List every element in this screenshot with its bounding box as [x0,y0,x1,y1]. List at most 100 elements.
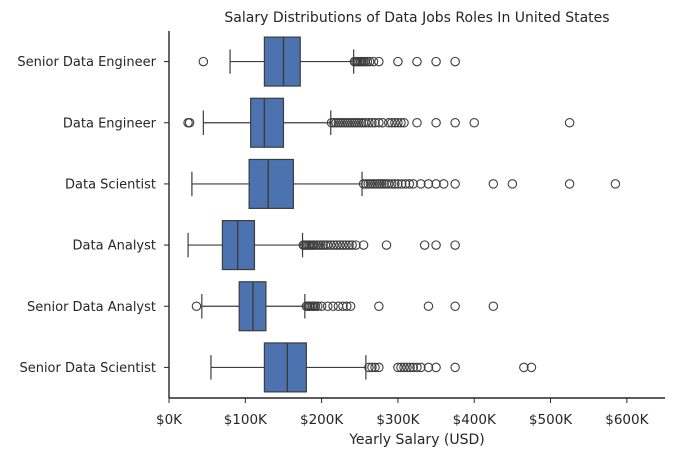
outlier-point [342,118,353,128]
outlier-point [393,362,403,373]
outlier-point [322,301,333,311]
outlier-point [372,179,383,189]
outlier-point [610,179,621,189]
outlier-point [564,118,575,128]
outlier-point [393,56,403,67]
x-tick-label: $200K [300,412,344,428]
outlier-point [367,118,377,128]
outlier-point [488,301,499,311]
x-tick-label: $500K [529,412,573,428]
outlier-point [361,179,371,189]
outlier-point [469,118,479,128]
outlier-point [390,118,400,128]
outlier-point [412,118,422,128]
outlier-point [431,56,441,67]
y-tick-labels: Senior Data Engineer Data Engineer Data Sc… [17,55,169,376]
outlier-point [431,362,441,373]
outlier-point [368,56,379,67]
outlier-point [564,179,575,189]
outlier-point [329,118,339,128]
y-tick-label: Data Engineer [63,116,157,131]
outlier-point [423,301,434,311]
outlier-point [374,301,384,311]
outlier-point [450,56,460,67]
x-tick-label: $300K [376,412,420,428]
box-group [210,342,537,393]
outlier-point [390,179,400,189]
outlier-point [379,179,389,189]
outlier-point [370,362,380,373]
outlier-point [335,240,345,250]
outlier-point [396,118,406,128]
box-group [198,36,460,87]
outlier-point [338,301,348,311]
outlier-point [408,362,418,373]
outlier-point [387,118,397,128]
x-tick-label: $100K [224,412,268,428]
outlier-point [381,240,392,250]
outlier-point [342,301,352,311]
outlier-point [396,179,407,189]
x-tick-label: $600K [605,412,649,428]
outlier-point [311,240,322,250]
outlier-point [338,240,348,250]
y-tick-label: Data Analyst [73,239,156,254]
outlier-point [370,118,380,128]
outlier-point [393,179,403,189]
outlier-point [364,56,375,67]
outlier-point [198,56,209,67]
outlier-point [316,240,326,250]
outlier-point [356,118,367,128]
outlier-point [374,362,384,373]
outlier-point [310,301,321,311]
outlier-point [519,362,529,373]
outlier-point [351,118,362,128]
y-tick-label: Senior Data Engineer [17,55,156,70]
x-axis-label: Yearly Salary (USD) [348,432,485,448]
axes-layer [168,31,665,399]
outlier-point [450,362,460,373]
outlier-point [318,240,328,250]
chart-title: Salary Distributions of Data Jobs Roles … [224,10,609,26]
outlier-point [313,301,323,311]
x-tick-label: $400K [453,412,497,428]
outlier-point [349,118,360,128]
outlier-point [416,362,426,373]
outlier-point [405,362,415,373]
outlier-point [335,118,346,128]
outlier-point [309,240,319,250]
iqr-box [250,97,285,148]
outlier-point [526,362,537,373]
outlier-point [377,179,387,189]
outlier-point [431,179,441,189]
outlier-point [364,118,374,128]
outlier-point [367,362,377,373]
outlier-point [387,179,397,189]
outlier-point [450,301,460,311]
outlier-point [377,118,388,128]
outlier-point [507,179,518,189]
outlier-point [367,179,378,189]
outlier-point [322,240,333,250]
outlier-point [362,56,373,67]
outlier-point [191,301,202,311]
iqr-box [221,220,256,271]
outlier-point [488,179,499,189]
outlier-point [344,240,354,250]
outlier-point [423,362,434,373]
outlier-point [450,240,460,250]
outlier-point [393,118,403,128]
outlier-point [431,118,441,128]
outlier-point [347,118,357,128]
outlier-point [333,118,344,128]
outlier-point [370,179,380,189]
outlier-point [374,56,384,67]
outlier-point [184,118,195,128]
outlier-point [358,240,369,250]
outlier-point [450,179,460,189]
outlier-point [364,362,374,373]
outlier-point [345,118,355,128]
outlier-point [326,240,336,250]
box-group [183,97,575,148]
outlier-point [331,118,341,128]
